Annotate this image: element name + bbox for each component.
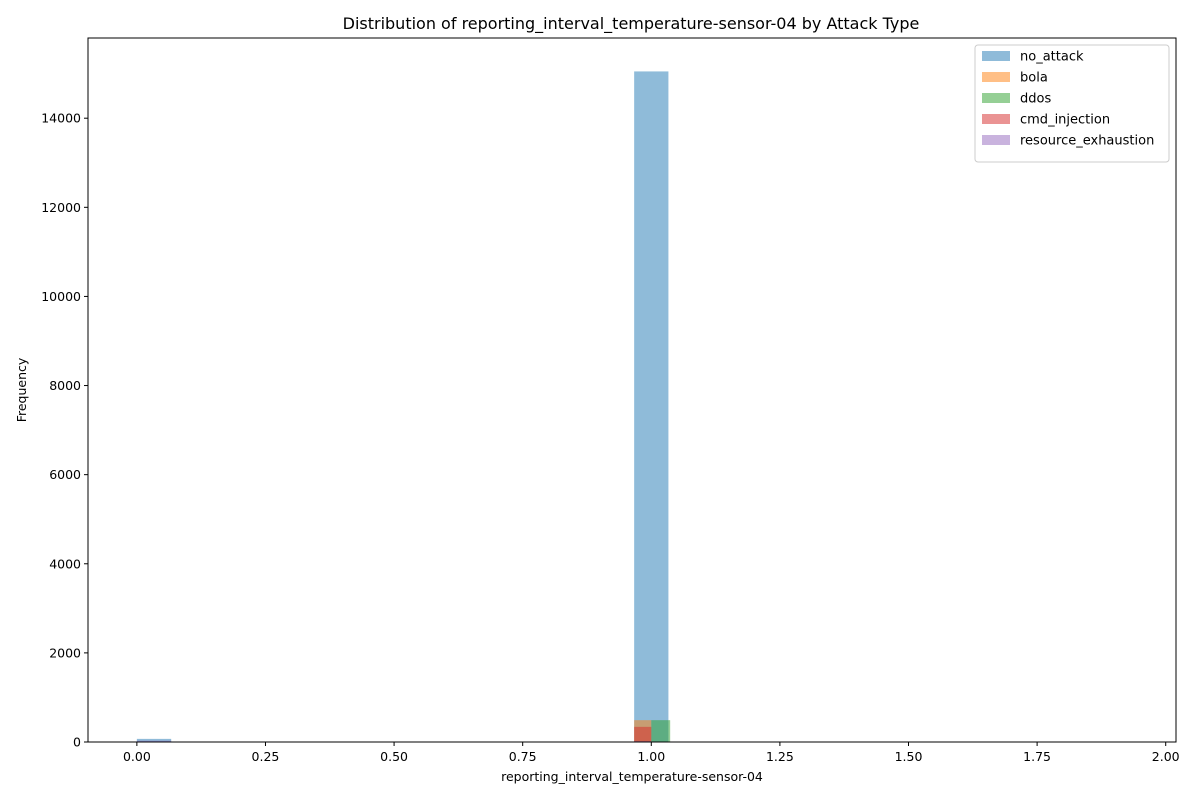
axes-frame [87, 37, 1177, 743]
bar-no_attack-1 [634, 71, 669, 742]
x-tick-label: 1.50 [895, 749, 923, 764]
y-tick-label: 12000 [41, 200, 81, 215]
bars-layer [136, 71, 671, 742]
y-tick-label: 0 [73, 735, 81, 750]
bar-cmd_injection-0 [634, 726, 652, 742]
y-tick-label: 8000 [49, 378, 81, 393]
bar-ddos-0 [651, 720, 669, 742]
y-tick-label: 6000 [49, 467, 81, 482]
y-axis-label: Frequency [14, 357, 29, 422]
legend-label-bola: bola [1020, 71, 1048, 86]
y-tick-label: 14000 [41, 111, 81, 126]
chart-title: Distribution of reporting_interval_tempe… [343, 14, 920, 34]
x-tick-label: 0.25 [252, 749, 280, 764]
legend-swatch-ddos [982, 93, 1010, 103]
legend-box [974, 44, 1170, 163]
legend-swatch-cmd_injection [982, 114, 1010, 124]
bar-no_attack-0 [136, 738, 172, 742]
x-tick-label: 0.75 [509, 749, 537, 764]
x-tick-label: 1.00 [637, 749, 665, 764]
x-tick-label: 0.50 [380, 749, 408, 764]
x-tick-label: 1.25 [766, 749, 794, 764]
y-tick-label: 4000 [49, 556, 81, 571]
x-axis-label: reporting_interval_temperature-sensor-04 [501, 769, 763, 784]
y-tick-label: 2000 [49, 645, 81, 660]
legend-label-resource_exhaustion: resource_exhaustion [1020, 134, 1154, 149]
legend-swatch-no_attack [982, 51, 1010, 61]
legend-swatch-bola [982, 72, 1010, 82]
x-ticks: 0.00 0.25 0.50 0.75 1.00 1.25 1.50 1.75 2.00 [123, 742, 1180, 764]
x-tick-label: 0.00 [123, 749, 151, 764]
legend-label-cmd_injection: cmd_injection [1020, 113, 1110, 128]
legend-label-ddos: ddos [1020, 92, 1051, 107]
legend-label-no_attack: no_attack [1020, 50, 1084, 65]
x-tick-label: 1.75 [1023, 749, 1051, 764]
y-tick-label: 10000 [41, 289, 81, 304]
x-tick-label: 2.00 [1152, 749, 1180, 764]
bar-resource_exhaustion-0 [136, 740, 172, 742]
legend-swatch-resource_exhaustion [982, 135, 1010, 145]
bar-ddos-1 [668, 720, 671, 742]
y-ticks: 0 2000 4000 6000 8000 10000 12000 14000 [41, 111, 88, 750]
